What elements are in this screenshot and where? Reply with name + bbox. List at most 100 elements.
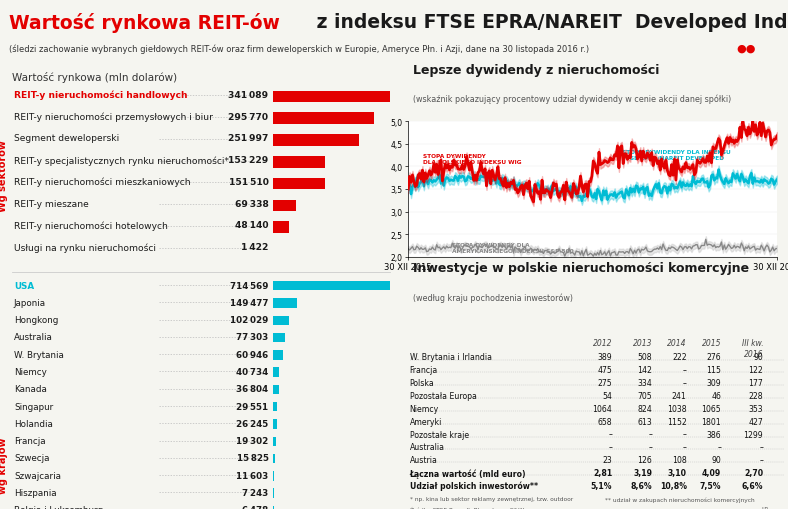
Text: 15 825: 15 825 — [236, 454, 269, 463]
Text: 276: 276 — [707, 353, 721, 362]
Text: 275: 275 — [597, 378, 612, 387]
Text: 126: 126 — [637, 456, 652, 464]
Bar — [273, 114, 374, 125]
Text: Wartość rynkowa (mln dolarów): Wartość rynkowa (mln dolarów) — [12, 72, 177, 83]
Text: –: – — [683, 365, 686, 375]
Text: 19 302: 19 302 — [236, 436, 269, 445]
Text: Hiszpania: Hiszpania — [14, 488, 57, 497]
Text: 386: 386 — [707, 430, 721, 439]
Bar — [273, 385, 279, 394]
Bar — [273, 222, 289, 234]
Text: 2,81: 2,81 — [593, 468, 612, 477]
Text: Francja: Francja — [410, 365, 438, 375]
Text: ** udział w zakupach nieruchomości komercyjnych: ** udział w zakupach nieruchomości komer… — [604, 496, 754, 502]
Text: Lepsze dywidendy z nieruchomości: Lepsze dywidendy z nieruchomości — [414, 64, 660, 77]
Text: 2013: 2013 — [633, 338, 652, 348]
Text: 36 804: 36 804 — [236, 384, 269, 393]
Text: 613: 613 — [637, 417, 652, 426]
Bar — [273, 299, 297, 308]
Text: 6,6%: 6,6% — [742, 481, 763, 490]
Text: Hongkong: Hongkong — [14, 316, 58, 324]
Text: Źródło: FTSE Russell, Bloomberg, C&W.: Źródło: FTSE Russell, Bloomberg, C&W. — [410, 506, 525, 509]
Text: 228: 228 — [749, 391, 763, 400]
Text: (wskaźnik pokazujący procentowy udział dywidendy w cenie akcji danej spółki): (wskaźnik pokazujący procentowy udział d… — [414, 94, 732, 104]
Text: ●●: ●● — [737, 44, 756, 54]
Text: W. Brytania: W. Brytania — [14, 350, 64, 359]
Text: 2,70: 2,70 — [744, 468, 763, 477]
Bar — [273, 179, 325, 190]
Text: Inwestycje w polskie nieruchomości komercyjne: Inwestycje w polskie nieruchomości komer… — [414, 262, 749, 274]
Text: 6 478: 6 478 — [243, 505, 269, 509]
Text: Holandia: Holandia — [14, 419, 53, 428]
Text: 475: 475 — [597, 365, 612, 375]
Bar — [273, 281, 390, 291]
Text: 295 770: 295 770 — [229, 112, 269, 121]
Text: Segment deweloperski: Segment deweloperski — [14, 134, 119, 143]
Text: Kanada: Kanada — [14, 384, 46, 393]
Text: –: – — [760, 456, 763, 464]
Text: 40 734: 40 734 — [236, 367, 269, 376]
Text: 427: 427 — [749, 417, 763, 426]
Text: REIT-y mieszane: REIT-y mieszane — [14, 199, 89, 208]
Text: 658: 658 — [597, 417, 612, 426]
Bar — [273, 454, 275, 463]
Bar — [273, 333, 285, 343]
Text: 108: 108 — [672, 456, 686, 464]
Text: 3,10: 3,10 — [667, 468, 686, 477]
Text: Udział polskich inwestorów**: Udział polskich inwestorów** — [410, 481, 537, 491]
Text: Australia: Australia — [410, 442, 444, 451]
Text: 353: 353 — [749, 404, 763, 413]
Text: 1152: 1152 — [667, 417, 686, 426]
Bar — [273, 437, 276, 446]
Text: 8,6%: 8,6% — [630, 481, 652, 490]
Text: 54: 54 — [602, 391, 612, 400]
Text: 115: 115 — [706, 365, 721, 375]
Text: REIT-y nieruchomości handlowych: REIT-y nieruchomości handlowych — [14, 91, 188, 100]
Text: * np. kina lub sektor reklamy zewnętrznej, tzw. outdoor: * np. kina lub sektor reklamy zewnętrzne… — [410, 496, 573, 501]
Text: 2012: 2012 — [593, 338, 612, 348]
Text: Szwajcaria: Szwajcaria — [14, 471, 61, 479]
Bar — [273, 135, 359, 147]
Text: –: – — [683, 442, 686, 451]
Text: 69 338: 69 338 — [235, 199, 269, 208]
Text: 149 477: 149 477 — [230, 298, 269, 307]
Text: REIT-y specjalistycznych rynku nieruchomości*: REIT-y specjalistycznych rynku nieruchom… — [14, 156, 229, 165]
Bar — [273, 419, 277, 429]
Text: Pozostałe kraje: Pozostałe kraje — [410, 430, 469, 439]
Text: Australia: Australia — [14, 333, 53, 342]
Text: 1299: 1299 — [744, 430, 763, 439]
Text: W. Brytania i Irlandia: W. Brytania i Irlandia — [410, 353, 492, 362]
Text: 60 946: 60 946 — [236, 350, 269, 359]
Text: REIT-y nieruchomości przemysłowych i biur: REIT-y nieruchomości przemysłowych i biu… — [14, 112, 213, 122]
Text: 251 997: 251 997 — [229, 134, 269, 143]
Text: REIT-y nieruchomości mieszkaniowych: REIT-y nieruchomości mieszkaniowych — [14, 178, 191, 187]
Text: III kw.
2016: III kw. 2016 — [742, 338, 763, 358]
Text: Japonia: Japonia — [14, 298, 46, 307]
Text: 705: 705 — [637, 391, 652, 400]
Bar — [273, 402, 277, 412]
Text: 334: 334 — [637, 378, 652, 387]
Bar — [273, 200, 296, 212]
Bar — [273, 367, 279, 377]
Text: 2015: 2015 — [701, 338, 721, 348]
Text: (śledzi zachowanie wybranych giełdowych REIT-ów oraz firm deweloperskich w Europ: (śledzi zachowanie wybranych giełdowych … — [9, 44, 589, 54]
Text: 90: 90 — [712, 456, 721, 464]
Text: 824: 824 — [637, 404, 652, 413]
Text: 26 245: 26 245 — [236, 419, 269, 428]
Text: 389: 389 — [597, 353, 612, 362]
Text: 1801: 1801 — [701, 417, 721, 426]
Text: 46: 46 — [712, 391, 721, 400]
Text: 508: 508 — [637, 353, 652, 362]
Text: 7 243: 7 243 — [243, 488, 269, 497]
Text: z indeksu FTSE EPRA/NAREIT  Developed Index: z indeksu FTSE EPRA/NAREIT Developed Ind… — [310, 13, 788, 33]
Text: 29 551: 29 551 — [236, 402, 269, 411]
Text: Polska: Polska — [410, 378, 434, 387]
Text: 7,5%: 7,5% — [700, 481, 721, 490]
Text: –: – — [649, 430, 652, 439]
Text: 1038: 1038 — [667, 404, 686, 413]
Text: 1 422: 1 422 — [241, 243, 269, 251]
Text: –: – — [760, 442, 763, 451]
Text: 122: 122 — [749, 365, 763, 375]
Text: (według kraju pochodzenia inwestorów): (według kraju pochodzenia inwestorów) — [414, 293, 574, 302]
Text: 1065: 1065 — [701, 404, 721, 413]
